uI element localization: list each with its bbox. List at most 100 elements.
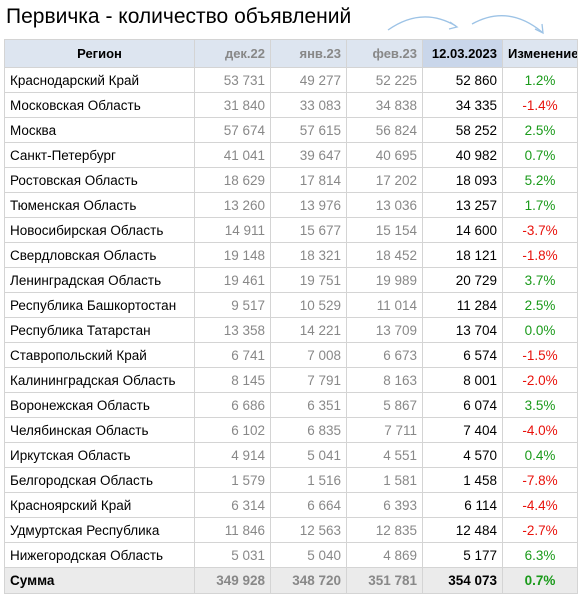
cell-change: -2.7% <box>502 517 578 543</box>
cell-jan: 49 277 <box>270 67 347 93</box>
cell-change: 0.4% <box>502 442 578 468</box>
cell-feb: 8 163 <box>346 367 423 393</box>
column-header-jan: янв.23 <box>270 39 347 68</box>
cell-current: 6 574 <box>422 342 503 368</box>
table-row: Белгородская Область 1 579 1 516 1 581 1 458… <box>4 467 578 493</box>
cell-feb: 19 989 <box>346 267 423 293</box>
cell-jan: 18 321 <box>270 242 347 268</box>
cell-feb: 13 709 <box>346 317 423 343</box>
cell-change: 3.7% <box>502 267 578 293</box>
cell-feb: 6 673 <box>346 342 423 368</box>
table-row: Иркутская Область 4 914 5 041 4 551 4 570 0.4… <box>4 442 578 468</box>
cell-jan: 6 664 <box>270 492 347 518</box>
cell-dec: 6 686 <box>194 392 271 418</box>
cell-change: 0.7% <box>502 142 578 168</box>
cell-current: 4 570 <box>422 442 503 468</box>
cell-dec: 6 314 <box>194 492 271 518</box>
cell-feb: 13 036 <box>346 192 423 218</box>
cell-feb: 52 225 <box>346 67 423 93</box>
cell-current: 18 093 <box>422 167 503 193</box>
table-row: Республика Татарстан 13 358 14 221 13 709 13… <box>4 317 578 343</box>
cell-region: Москва <box>4 117 195 143</box>
cell-feb: 5 867 <box>346 392 423 418</box>
cell-region: Иркутская Область <box>4 442 195 468</box>
cell-region: Ленинградская Область <box>4 267 195 293</box>
cell-dec: 18 629 <box>194 167 271 193</box>
cell-jan: 13 976 <box>270 192 347 218</box>
cell-current: 1 458 <box>422 467 503 493</box>
cell-region: Красноярский Край <box>4 492 195 518</box>
table-row: Новосибирская Область 14 911 15 677 15 154 1… <box>4 217 578 243</box>
cell-change: 1.2% <box>502 67 578 93</box>
cell-region: Челябинская Область <box>4 417 195 443</box>
table-row: Удмуртская Республика 11 846 12 563 12 835 1… <box>4 517 578 543</box>
cell-region: Калининградская Область <box>4 367 195 393</box>
cell-change: 3.5% <box>502 392 578 418</box>
table-row: Ростовская Область 18 629 17 814 17 202 18 0… <box>4 167 578 193</box>
total-change: 0.7% <box>502 567 578 594</box>
cell-feb: 34 838 <box>346 92 423 118</box>
cell-feb: 6 393 <box>346 492 423 518</box>
cell-feb: 15 154 <box>346 217 423 243</box>
cell-region: Ростовская Область <box>4 167 195 193</box>
total-feb: 351 781 <box>346 567 423 594</box>
cell-region: Белгородская Область <box>4 467 195 493</box>
cell-current: 13 257 <box>422 192 503 218</box>
cell-dec: 31 840 <box>194 92 271 118</box>
cell-change: -3.7% <box>502 217 578 243</box>
cell-region: Воронежская Область <box>4 392 195 418</box>
column-header-feb: фев.23 <box>346 39 423 68</box>
cell-dec: 11 846 <box>194 517 271 543</box>
cell-region: Новосибирская Область <box>4 217 195 243</box>
cell-region: Нижегородская Область <box>4 542 195 568</box>
cell-jan: 6 351 <box>270 392 347 418</box>
cell-region: Свердловская Область <box>4 242 195 268</box>
cell-current: 5 177 <box>422 542 503 568</box>
table-row: Республика Башкортостан 9 517 10 529 11 014… <box>4 292 578 318</box>
cell-current: 11 284 <box>422 292 503 318</box>
cell-dec: 53 731 <box>194 67 271 93</box>
cell-change: -1.8% <box>502 242 578 268</box>
cell-region: Республика Башкортостан <box>4 292 195 318</box>
table-row: Московская Область 31 840 33 083 34 838 34 3… <box>4 92 578 118</box>
cell-change: -1.4% <box>502 92 578 118</box>
cell-dec: 13 260 <box>194 192 271 218</box>
cell-current: 6 074 <box>422 392 503 418</box>
cell-jan: 7 791 <box>270 367 347 393</box>
total-jan: 348 720 <box>270 567 347 594</box>
cell-feb: 1 581 <box>346 467 423 493</box>
cell-dec: 41 041 <box>194 142 271 168</box>
cell-jan: 19 751 <box>270 267 347 293</box>
cell-dec: 14 911 <box>194 217 271 243</box>
cell-dec: 5 031 <box>194 542 271 568</box>
cell-change: 2.5% <box>502 117 578 143</box>
cell-dec: 1 579 <box>194 467 271 493</box>
total-dec: 349 928 <box>194 567 271 594</box>
cell-dec: 19 148 <box>194 242 271 268</box>
cell-current: 7 404 <box>422 417 503 443</box>
table-row: Воронежская Область 6 686 6 351 5 867 6 074 3… <box>4 392 578 418</box>
cell-feb: 18 452 <box>346 242 423 268</box>
cell-jan: 33 083 <box>270 92 347 118</box>
table-row: Тюменская Область 13 260 13 976 13 036 13 25… <box>4 192 578 218</box>
cell-change: -2.0% <box>502 367 578 393</box>
page-title: Первичка - количество объявлений <box>6 5 352 28</box>
cell-region: Удмуртская Республика <box>4 517 195 543</box>
cell-change: -1.5% <box>502 342 578 368</box>
cell-dec: 6 741 <box>194 342 271 368</box>
table-body: Краснодарский Край 53 731 49 277 52 225 52 8… <box>4 67 578 568</box>
cell-feb: 40 695 <box>346 142 423 168</box>
table-row: Санкт-Петербург 41 041 39 647 40 695 40 982 0… <box>4 142 578 168</box>
cell-region: Санкт-Петербург <box>4 142 195 168</box>
cell-change: 0.0% <box>502 317 578 343</box>
table-row: Свердловская Область 19 148 18 321 18 452 18… <box>4 242 578 268</box>
table-row: Нижегородская Область 5 031 5 040 4 869 5 17… <box>4 542 578 568</box>
listings-table: Регион дек.22 янв.23 фев.23 12.03.2023 И… <box>4 39 578 594</box>
cell-jan: 57 615 <box>270 117 347 143</box>
cell-current: 8 001 <box>422 367 503 393</box>
cell-change: 1.7% <box>502 192 578 218</box>
cell-change: -7.8% <box>502 467 578 493</box>
cell-feb: 7 711 <box>346 417 423 443</box>
cell-dec: 9 517 <box>194 292 271 318</box>
table-row: Челябинская Область 6 102 6 835 7 711 7 404-… <box>4 417 578 443</box>
